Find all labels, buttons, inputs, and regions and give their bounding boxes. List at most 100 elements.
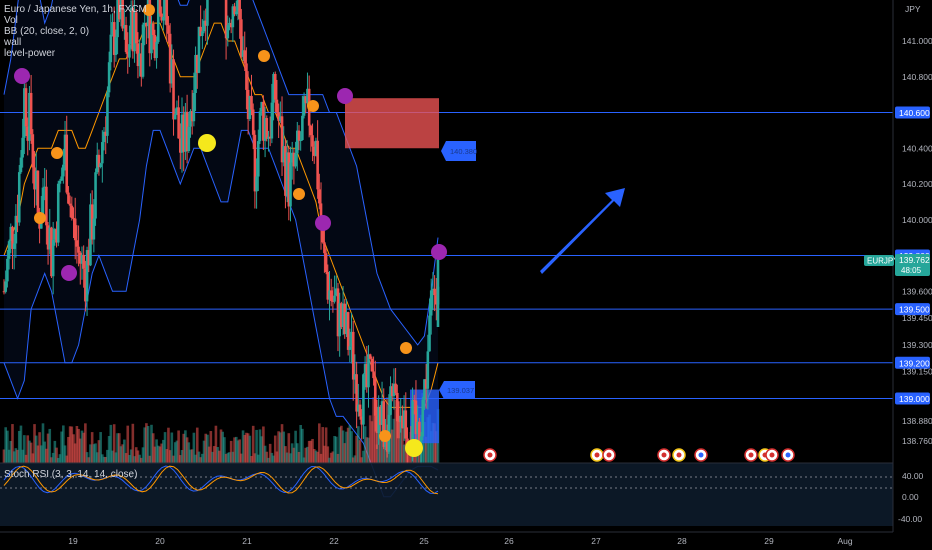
volume-bar [401, 418, 404, 463]
up-arrow-icon[interactable] [540, 188, 625, 274]
candle-body [189, 111, 192, 127]
volume-bar [273, 435, 277, 463]
volume-bar [343, 443, 347, 463]
volume-bar [221, 431, 224, 463]
volume-bar [180, 449, 184, 463]
volume-bar [236, 440, 240, 463]
legend-vol[interactable]: Vol [4, 15, 18, 26]
candle-body [418, 421, 421, 448]
volume-bar [63, 445, 67, 463]
trend-arrow[interactable] [540, 188, 625, 274]
candle-body [73, 218, 77, 241]
candle-body [406, 438, 409, 444]
price-level-tag [895, 106, 930, 119]
candle-body [41, 187, 45, 217]
volume-bar [85, 452, 89, 463]
candle-body [134, 12, 138, 44]
candle-body [379, 406, 382, 425]
candle-body [353, 374, 357, 380]
volume-bar [338, 427, 341, 463]
stoch-rsi-legend[interactable]: Stoch RSI (3, 3, 14, 14, close) [4, 469, 138, 480]
candle-body [206, 0, 209, 26]
candle-body [236, 0, 240, 12]
ticker-badge-symbol[interactable]: EURJPY [867, 257, 899, 266]
volume-bar [209, 431, 213, 463]
candle-body [284, 146, 287, 196]
x-tick-label: 25 [419, 536, 429, 546]
candle-body [180, 114, 184, 153]
candle-body [121, 0, 124, 29]
candle-body [229, 22, 233, 28]
candle-body [411, 400, 414, 445]
candle-body [267, 136, 270, 139]
volume-bar [351, 457, 355, 463]
volume-bar [14, 448, 18, 463]
candle-body [24, 88, 28, 127]
y-tick-label: 138.760 [902, 436, 932, 446]
candle-body [233, 6, 236, 15]
candle-body [148, 0, 152, 54]
candle-body [338, 303, 341, 337]
candle-body [62, 164, 65, 177]
volume-bar [109, 424, 113, 463]
volume-bar [295, 443, 299, 463]
volume-bar [435, 431, 438, 463]
volume-bar [34, 435, 38, 463]
candle-body [318, 189, 321, 204]
volume-bar [348, 425, 352, 463]
volume-bar [211, 451, 214, 463]
volume-bar [51, 452, 55, 463]
candle-body [204, 20, 208, 26]
candle-body [290, 152, 294, 163]
volume-bar [362, 450, 365, 463]
candle-body [58, 180, 62, 184]
volume-bar [265, 451, 269, 463]
volume-bar [11, 424, 14, 463]
volume-bar [392, 418, 396, 463]
volume-bar [329, 452, 333, 463]
candle-body [358, 404, 362, 417]
event-icons[interactable] [483, 448, 795, 462]
candle-body [11, 226, 14, 249]
last-price-tag[interactable] [895, 254, 930, 276]
volume-bar [141, 447, 145, 463]
candle-body [331, 300, 335, 302]
legend-symbol[interactable]: Euro / Japanese Yen, 1h, FXCM [4, 4, 147, 15]
legend-bb[interactable]: BB (20, close, 2, 0) [4, 26, 90, 37]
signal-dot [307, 100, 319, 112]
volume-bar [150, 424, 153, 463]
volume-bar [277, 431, 280, 463]
x-tick-label: 27 [591, 536, 601, 546]
candle-body [124, 25, 128, 52]
candle-body [255, 176, 258, 192]
candle-body [275, 99, 279, 113]
candle-body [75, 240, 79, 247]
volume-bar [355, 435, 358, 463]
volume-bar [223, 437, 226, 463]
volume-bar [358, 440, 362, 463]
candle-body [323, 242, 326, 254]
candle-body [256, 141, 260, 177]
candle-body [97, 154, 101, 168]
candle-body [314, 140, 318, 156]
rsi-tick-label: 40.00 [902, 471, 924, 481]
y-tick-label: 139.300 [902, 340, 932, 350]
candle-body [9, 226, 13, 242]
volume-bar [16, 449, 19, 463]
candle-body [351, 331, 355, 380]
candle-body [316, 140, 319, 190]
legend-wall[interactable]: wall [4, 37, 22, 48]
candle-body [250, 95, 253, 110]
volume-bar [260, 436, 263, 463]
supply-zone-label: 140.380 [450, 147, 477, 156]
volume-bar [304, 447, 308, 463]
price-level-tag [895, 356, 930, 369]
volume-bar [321, 427, 325, 463]
candle-body [53, 229, 57, 240]
volume-bar [380, 436, 384, 463]
candle-body [16, 215, 19, 223]
candle-body [287, 152, 291, 207]
legend-level-power[interactable]: level-power [4, 48, 56, 59]
ticker-badge[interactable] [864, 255, 894, 266]
